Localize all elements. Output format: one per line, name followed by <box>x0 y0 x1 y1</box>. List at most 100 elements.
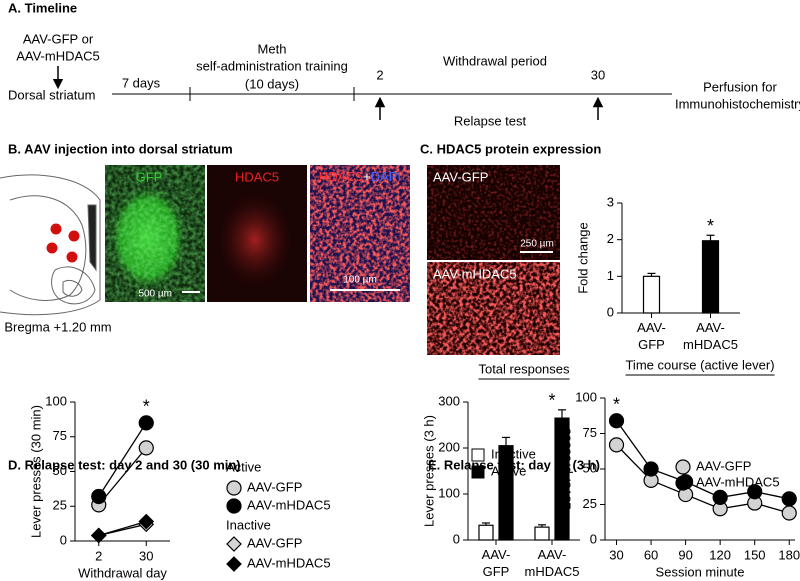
marker <box>608 413 625 429</box>
timeline-label: Withdrawal period <box>443 53 547 68</box>
scale-label: 100 µm <box>343 275 377 286</box>
x-tick-label: 90 <box>678 547 692 562</box>
legend-marker <box>226 480 242 496</box>
marker <box>747 484 763 500</box>
x-tick-label: 180 <box>778 547 800 562</box>
x-axis-label: Withdrawal day <box>78 565 167 580</box>
legend-label: AAV-mHDAC5 <box>247 497 331 512</box>
label-line: GFP <box>483 564 510 579</box>
legend-label: AAV-mHDAC5 <box>696 474 780 489</box>
label-line: mHDAC5 <box>683 337 738 352</box>
legend-marker <box>226 498 242 514</box>
label-part: HDAC5 <box>319 169 363 184</box>
legend-label: AAV-GFP <box>247 479 302 494</box>
ihc-image <box>427 262 560 355</box>
y-tick-label: 75 <box>583 425 597 440</box>
marker <box>138 440 154 456</box>
ihc-image <box>427 165 560 260</box>
image-label: AAV-mHDAC5 <box>433 266 517 281</box>
y-tick-label: 100 <box>438 485 460 500</box>
x-tick-label: 60 <box>644 547 658 562</box>
label-line: AAV- <box>538 547 567 562</box>
chart-title: Total responses <box>478 361 570 376</box>
label-part: + <box>363 169 371 184</box>
chart-title: Time course (active lever) <box>625 357 774 372</box>
marker <box>91 488 107 505</box>
panel-heading: C. HDAC5 protein expression <box>420 141 601 156</box>
y-tick-label: 25 <box>53 498 67 513</box>
timeline-label: (10 days) <box>245 76 299 91</box>
legend-label: AAV-GFP <box>696 458 751 473</box>
marker <box>138 415 154 431</box>
annotation: * <box>707 216 714 236</box>
marker <box>138 513 155 530</box>
line <box>98 447 147 506</box>
x-tick-label: AAV- GFP <box>637 320 666 352</box>
y-tick-label: 3 <box>607 194 614 209</box>
marker <box>643 461 659 477</box>
legend-marker <box>226 556 242 572</box>
y-tick-label: 50 <box>53 463 67 478</box>
x-tick-label: 2 <box>95 548 102 563</box>
y-axis-label: Lever presses <box>558 428 573 510</box>
x-axis-label: Session minute <box>656 564 745 579</box>
scale-label: 250 µm <box>520 239 554 250</box>
panel-heading: D. Relapse test: day 2 and 30 (30 min) <box>8 457 241 472</box>
panel-c: C. HDAC5 protein expression AAV-GFP AAV-… <box>420 141 601 355</box>
legend-marker <box>675 475 691 491</box>
timeline-label: 2 <box>376 67 383 82</box>
timeline-label: Relapse test <box>454 113 527 128</box>
y-tick-label: 100 <box>575 389 597 404</box>
panel-heading: A. Timeline <box>8 0 77 15</box>
x-tick-label: AAV-mHDAC5 <box>525 547 580 579</box>
x-tick-label: AAV-mHDAC5 <box>683 320 738 352</box>
marker <box>90 527 107 544</box>
legend-label: Inactive <box>491 446 536 461</box>
timeline-label: AAV-GFP or <box>23 31 94 46</box>
y-tick-label: 50 <box>583 460 597 475</box>
scale-label: 500 µm <box>138 289 172 300</box>
y-axis-label: Lever presses (3 h) <box>421 415 436 527</box>
y-axis-label: Fold change <box>575 222 590 294</box>
timeline-label: Meth <box>258 41 287 56</box>
legend-label: AAV-GFP <box>247 535 302 550</box>
image-label: GFP <box>136 169 163 184</box>
image-label: AAV-GFP <box>433 169 488 184</box>
timeline-label: Dorsal striatum <box>8 87 95 102</box>
timeline-label: AAV-mHDAC5 <box>16 48 100 63</box>
injection-sites <box>46 223 80 263</box>
y-tick-label: 300 <box>438 393 460 408</box>
legend-swatch <box>471 448 485 462</box>
legend-label: Active <box>491 463 526 478</box>
marker <box>781 505 797 521</box>
timeline-label: Immunohistochemistry <box>675 96 800 111</box>
marker <box>712 489 728 505</box>
legend-group: Inactive <box>226 517 271 532</box>
timeline-label: Perfusion for <box>703 79 777 94</box>
timeline-label: 30 <box>591 67 605 82</box>
marker <box>608 437 625 453</box>
label-line: GFP <box>638 337 665 352</box>
brain-atlas <box>0 174 101 316</box>
bar <box>478 524 494 541</box>
y-tick-label: 2 <box>607 231 614 246</box>
bar <box>534 526 550 541</box>
y-tick-label: 75 <box>53 428 67 443</box>
x-tick-label: 30 <box>139 548 153 563</box>
annotation: * <box>613 394 620 414</box>
x-tick-label: 30 <box>609 547 623 562</box>
image-label: HDAC5 <box>235 169 279 184</box>
y-tick-label: 200 <box>438 439 460 454</box>
timeline-label: self-administration training <box>196 58 348 73</box>
merge-image <box>310 165 410 302</box>
legend-marker <box>226 536 242 552</box>
y-axis-label: Lever presses (30 min) <box>28 405 43 538</box>
bregma-label: Bregma +1.20 mm <box>4 319 111 334</box>
panel-b: B. AAV injection into dorsal striatum Br… <box>0 141 410 334</box>
annotation: * <box>548 391 555 411</box>
label-line: mHDAC5 <box>525 564 580 579</box>
label-part: DAPI <box>371 169 401 184</box>
bar <box>701 240 720 314</box>
image-label: HDAC5+DAPI <box>319 169 401 184</box>
